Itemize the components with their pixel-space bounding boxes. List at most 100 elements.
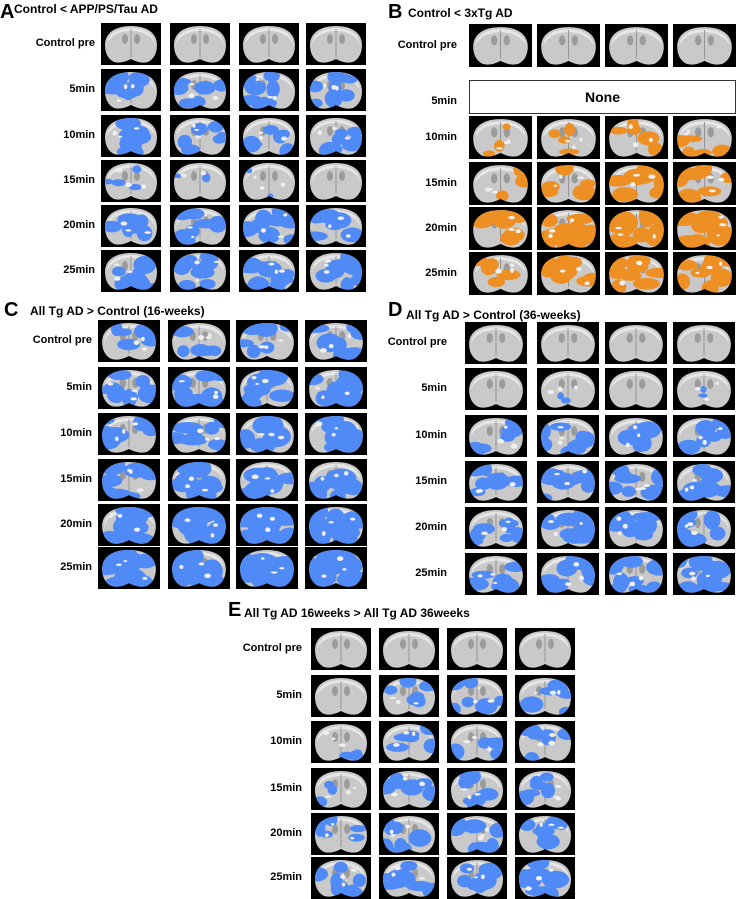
activation-blob <box>700 386 707 393</box>
gap <box>548 823 555 826</box>
activation-blob <box>469 577 489 591</box>
brain-slice <box>673 162 736 205</box>
gap <box>391 792 398 797</box>
activation-blob <box>556 559 577 577</box>
brain-slice <box>239 23 299 65</box>
brain-slice-image <box>309 323 363 360</box>
gap <box>265 527 271 533</box>
activation-blob <box>316 209 340 220</box>
brain-slice-image <box>541 418 595 455</box>
activation-blob <box>519 724 542 737</box>
activation-blob <box>115 507 149 518</box>
row-label: 5min <box>421 382 447 394</box>
ventricle <box>134 34 140 44</box>
brain-slice-image <box>469 556 523 593</box>
brain-slice-image <box>519 724 571 761</box>
activation-blob <box>688 556 714 571</box>
ventricle <box>694 518 701 528</box>
activation-blob <box>120 391 139 404</box>
activation-blob <box>332 72 352 83</box>
row-label: 15min <box>415 475 447 487</box>
gap <box>194 128 199 131</box>
activation-blob <box>541 213 558 228</box>
gap <box>261 378 269 384</box>
ventricle <box>134 171 140 181</box>
gap <box>683 132 690 135</box>
gap <box>573 562 580 567</box>
activation-blob <box>202 507 225 519</box>
activation-blob <box>270 556 294 570</box>
gap <box>264 477 271 480</box>
gap <box>345 790 352 795</box>
brain-slice-image <box>243 163 295 200</box>
brain-slice-image <box>677 464 731 501</box>
ventricle <box>559 127 566 138</box>
activation-overlay <box>557 392 571 404</box>
ventricle <box>480 639 486 649</box>
gap <box>185 484 191 489</box>
activation-blob <box>188 96 206 108</box>
activation-blob <box>111 179 126 187</box>
activation-blob <box>513 165 524 176</box>
cortex-ribbon <box>611 327 661 343</box>
gap <box>212 95 219 100</box>
ventricle <box>272 171 278 181</box>
activation-blob <box>102 385 124 395</box>
activation-blob <box>644 227 664 248</box>
activation-overlay <box>102 416 156 450</box>
panel-letter: D <box>388 299 403 321</box>
gap <box>214 390 219 395</box>
gap <box>463 740 471 744</box>
ventricle <box>480 686 486 696</box>
ventricle <box>339 171 345 181</box>
gap <box>323 270 330 274</box>
cortex-ribbon <box>679 327 729 343</box>
brain-slice <box>168 320 230 362</box>
activation-blob <box>526 860 550 870</box>
activation-blob <box>323 441 348 453</box>
row-label: Control pre <box>397 38 457 51</box>
activation-blob <box>383 778 394 787</box>
brain-slice-image <box>309 550 363 587</box>
gap <box>389 829 394 835</box>
gap <box>334 427 339 430</box>
brain-slice-image <box>677 556 731 593</box>
activation-blob <box>541 422 551 440</box>
gap <box>344 391 350 395</box>
cortex-ribbon <box>245 120 293 136</box>
brain-slice-image <box>102 507 156 544</box>
activation-overlay <box>177 120 226 155</box>
gap <box>549 733 556 737</box>
cortex-ribbon <box>471 327 521 343</box>
brain-slice <box>537 24 600 67</box>
gap <box>136 488 144 492</box>
activation-blob <box>339 567 362 585</box>
brain-slice <box>306 250 366 292</box>
activation-blob <box>105 72 129 86</box>
gap <box>116 563 122 567</box>
activation-blob <box>136 225 153 242</box>
brain-slice-image <box>609 325 663 362</box>
ventricle <box>639 379 646 389</box>
brain-slice <box>236 504 298 546</box>
gap <box>652 234 656 239</box>
activation-blob <box>102 434 122 447</box>
ventricle <box>486 333 493 343</box>
activation-blob <box>496 190 509 202</box>
row-label: 10min <box>60 427 92 439</box>
gap <box>573 385 579 390</box>
activation-blob <box>609 126 628 135</box>
activation-overlay <box>102 507 156 544</box>
brain-slice-image <box>519 816 571 853</box>
brain-slice <box>515 675 575 717</box>
gap <box>510 443 518 449</box>
gap <box>497 439 505 444</box>
activation-blob <box>277 129 290 139</box>
brain-slice-image <box>172 550 226 587</box>
gap <box>501 526 507 532</box>
ventricle <box>119 378 126 388</box>
activation-blob <box>548 129 561 139</box>
brain-slice-image <box>469 464 523 501</box>
brain-slice-image <box>451 860 503 897</box>
ventricle <box>503 35 510 46</box>
